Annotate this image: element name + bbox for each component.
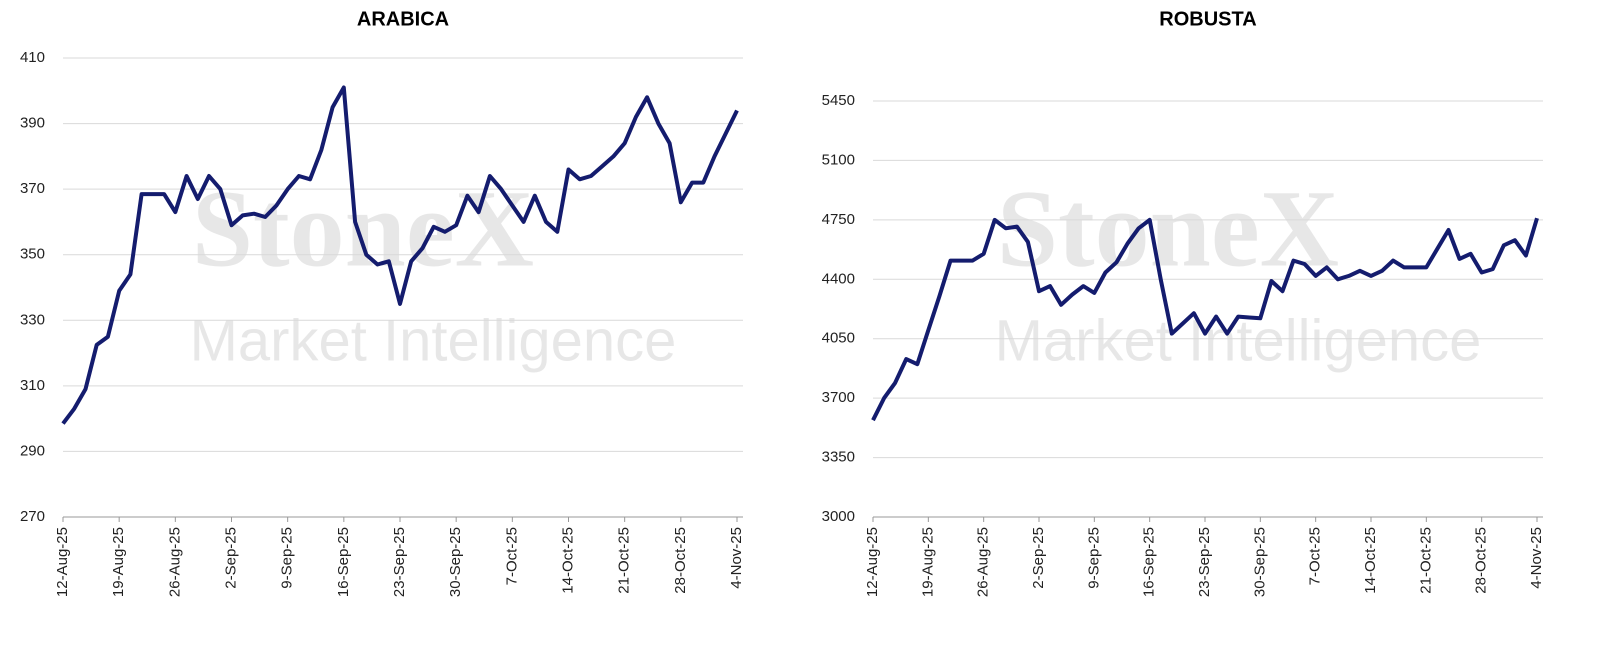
y-tick-label: 5100 bbox=[822, 151, 855, 168]
y-tick-label: 4050 bbox=[822, 330, 855, 347]
watermark: StoneX bbox=[192, 167, 534, 289]
x-tick-label: 21-Oct-25 bbox=[616, 527, 633, 594]
y-tick-label: 270 bbox=[20, 508, 45, 525]
x-tick-label: 16-Sep-25 bbox=[1141, 527, 1158, 597]
x-tick-label: 9-Sep-25 bbox=[279, 527, 296, 589]
x-tick-label: 9-Sep-25 bbox=[1085, 527, 1102, 589]
chart-title: ARABICA bbox=[357, 8, 449, 30]
x-tick-label: 26-Aug-25 bbox=[166, 527, 183, 597]
y-tick-label: 3000 bbox=[822, 508, 855, 525]
x-tick-label: 30-Sep-25 bbox=[1251, 527, 1268, 597]
y-tick-label: 4400 bbox=[822, 270, 855, 287]
x-tick-label: 21-Oct-25 bbox=[1417, 527, 1434, 594]
x-tick-label: 16-Sep-25 bbox=[335, 527, 352, 597]
x-tick-label: 14-Oct-25 bbox=[1362, 527, 1379, 594]
watermark: StoneX bbox=[997, 167, 1339, 289]
x-tick-label: 2-Sep-25 bbox=[1030, 527, 1047, 589]
x-tick-label: 7-Oct-25 bbox=[1307, 527, 1324, 585]
line-series bbox=[61, 85, 739, 425]
x-tick-label: 14-Oct-25 bbox=[559, 527, 576, 594]
x-tick-label: 2-Sep-25 bbox=[222, 527, 239, 589]
y-tick-label: 410 bbox=[20, 49, 45, 66]
y-tick-label: 370 bbox=[20, 180, 45, 197]
y-tick-label: 330 bbox=[20, 311, 45, 328]
x-tick-label: 12-Aug-25 bbox=[54, 527, 71, 597]
x-tick-label: 4-Nov-25 bbox=[1528, 527, 1545, 589]
x-tick-label: 12-Aug-25 bbox=[864, 527, 881, 597]
y-tick-label: 3700 bbox=[822, 389, 855, 406]
y-tick-label: 4750 bbox=[822, 211, 855, 228]
y-tick-label: 310 bbox=[20, 377, 45, 394]
y-tick-label: 350 bbox=[20, 246, 45, 263]
line-series bbox=[871, 217, 1539, 422]
x-tick-label: 7-Oct-25 bbox=[503, 527, 520, 585]
x-tick-label: 23-Sep-25 bbox=[1196, 527, 1213, 597]
y-tick-label: 390 bbox=[20, 115, 45, 132]
watermark: Market Intelligence bbox=[190, 308, 677, 373]
x-tick-label: 19-Aug-25 bbox=[110, 527, 127, 597]
x-tick-label: 26-Aug-25 bbox=[975, 527, 992, 597]
x-tick-label: 28-Oct-25 bbox=[672, 527, 689, 594]
chart-title: ROBUSTA bbox=[1159, 8, 1256, 30]
x-tick-label: 19-Aug-25 bbox=[919, 527, 936, 597]
x-tick-label: 23-Sep-25 bbox=[391, 527, 408, 597]
x-tick-label: 28-Oct-25 bbox=[1473, 527, 1490, 594]
y-tick-label: 5450 bbox=[822, 92, 855, 109]
x-tick-label: 4-Nov-25 bbox=[728, 527, 745, 589]
y-tick-label: 3350 bbox=[822, 449, 855, 466]
y-tick-label: 290 bbox=[20, 442, 45, 459]
x-tick-label: 30-Sep-25 bbox=[447, 527, 464, 597]
